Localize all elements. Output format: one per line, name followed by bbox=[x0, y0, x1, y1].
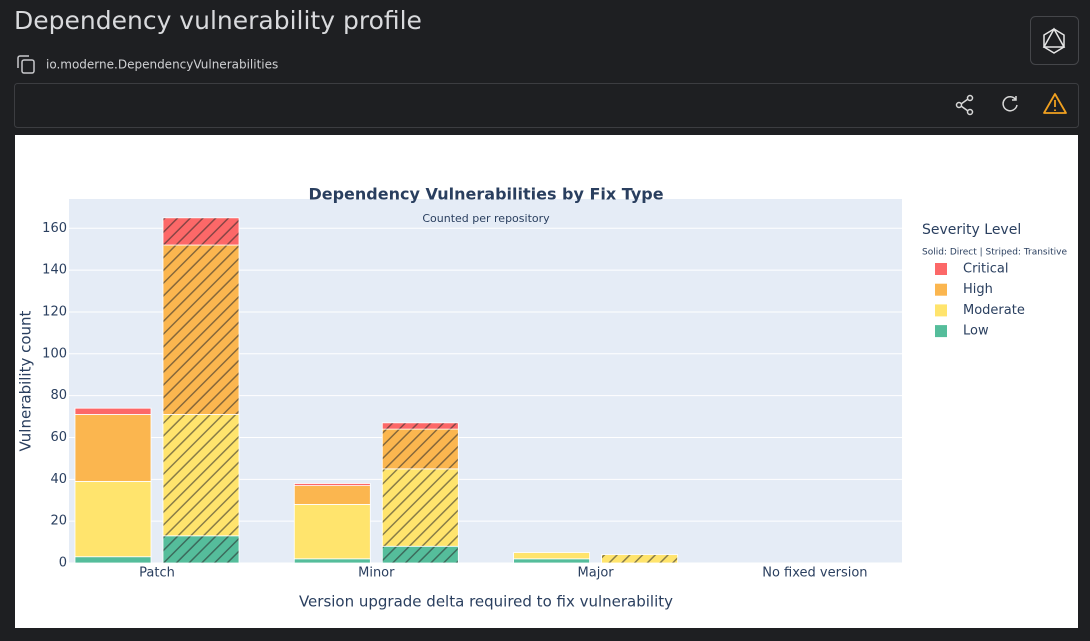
legend-swatch bbox=[935, 263, 947, 275]
legend-label: Moderate bbox=[963, 303, 1025, 318]
legend-title: Severity Level bbox=[922, 222, 1021, 238]
x-tick-label: Patch bbox=[139, 566, 175, 581]
y-tick-label: 40 bbox=[50, 472, 67, 487]
y-tick-label: 140 bbox=[42, 263, 67, 278]
legend-swatch bbox=[935, 283, 947, 296]
legend-label: Critical bbox=[963, 262, 1008, 277]
legend-swatch bbox=[935, 325, 947, 338]
bar-segment-direct bbox=[74, 414, 152, 482]
bar-segment-direct bbox=[293, 483, 371, 486]
y-tick-label: 0 bbox=[59, 556, 67, 571]
bar-segment-transitive bbox=[162, 535, 240, 564]
graphql-button[interactable] bbox=[1030, 16, 1079, 65]
bar-segment-transitive bbox=[162, 244, 240, 415]
legend-label: High bbox=[963, 282, 993, 297]
bar-segment-direct bbox=[74, 407, 152, 415]
bar-segment-transitive bbox=[381, 422, 459, 430]
recipe-id: io.moderne.DependencyVulnerabilities bbox=[46, 58, 278, 72]
bar-segment-direct bbox=[293, 558, 371, 564]
bar-segment-transitive bbox=[601, 554, 678, 564]
y-tick-label: 20 bbox=[50, 514, 67, 529]
page-title: Dependency vulnerability profile bbox=[14, 6, 422, 35]
chart-subtitle: Counted per repository bbox=[422, 212, 550, 225]
x-tick-label: No fixed version bbox=[762, 566, 867, 581]
y-tick-label: 120 bbox=[42, 304, 67, 319]
copy-icon[interactable] bbox=[17, 55, 35, 74]
bar-segment-direct bbox=[293, 504, 371, 560]
bar-segment-transitive bbox=[162, 414, 240, 537]
x-axis-label: Version upgrade delta required to fix vu… bbox=[299, 593, 673, 611]
bar-segment-transitive bbox=[381, 468, 459, 547]
y-tick-label: 80 bbox=[50, 388, 67, 403]
chart: Dependency Vulnerabilities by Fix Type C… bbox=[17, 185, 1068, 611]
bar-segment-direct bbox=[513, 552, 590, 560]
graphql-icon bbox=[1042, 27, 1066, 54]
bar-segment-direct bbox=[293, 485, 371, 505]
share-icon[interactable] bbox=[955, 94, 974, 116]
toolbar bbox=[14, 83, 1079, 128]
bar-segment-transitive bbox=[381, 428, 459, 470]
refresh-icon[interactable] bbox=[1002, 96, 1018, 112]
y-tick-label: 160 bbox=[42, 221, 67, 236]
chart-title: Dependency Vulnerabilities by Fix Type bbox=[308, 185, 663, 204]
y-tick-label: 60 bbox=[50, 430, 67, 445]
bar-segment-direct bbox=[74, 556, 152, 564]
legend-swatch bbox=[935, 304, 947, 317]
x-tick-label: Major bbox=[578, 566, 615, 581]
bar-segment-transitive bbox=[381, 545, 459, 564]
x-tick-label: Minor bbox=[358, 566, 395, 581]
warning-icon[interactable] bbox=[1043, 93, 1067, 114]
legend-label: Low bbox=[963, 324, 989, 339]
y-tick-label: 100 bbox=[42, 346, 67, 361]
legend-note: Solid: Direct | Striped: Transitive bbox=[922, 248, 1067, 258]
bar-segment-direct bbox=[74, 481, 152, 558]
bar-segment-direct bbox=[513, 558, 590, 564]
bar-segment-transitive bbox=[162, 217, 240, 246]
y-axis-label: Vulnerability count bbox=[17, 310, 35, 451]
